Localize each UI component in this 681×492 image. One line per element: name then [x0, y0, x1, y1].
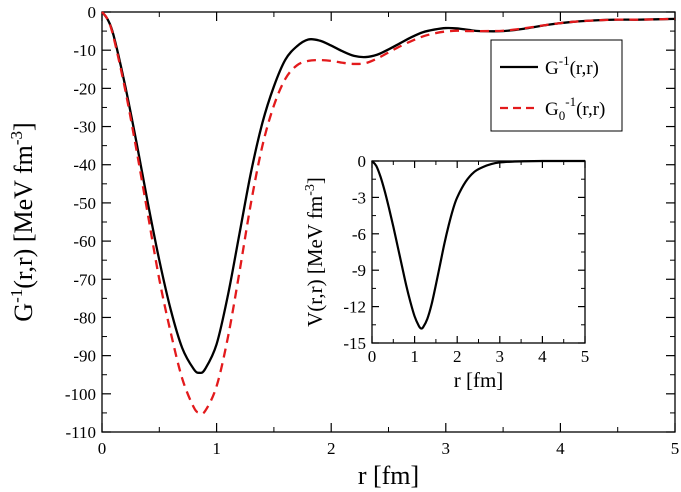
inset-series-line-0 — [371, 159, 585, 330]
inset-x-axis-title: r [fm] — [454, 368, 504, 392]
inset-x-tick-label: 1 — [410, 347, 419, 366]
main-x-axis-title: r [fm] — [358, 461, 419, 490]
main-y-axis-title: G-1(r,r) [MeV fm-3] — [7, 122, 38, 321]
legend-label-G-base: G — [545, 58, 559, 79]
main-x-tick-label: 5 — [671, 439, 680, 458]
inset-x-tick-label: 4 — [538, 347, 547, 366]
legend-label-G-rest: (r,r) — [570, 58, 599, 79]
main-y-tick-label: -50 — [73, 194, 96, 213]
inset-x-tick-label: 2 — [453, 347, 462, 366]
main-series-line-1 — [101, 11, 676, 415]
main-y-tick-label: -70 — [73, 270, 96, 289]
inset-y-tick-label: -9 — [352, 261, 366, 280]
inset-y-tick-label: 0 — [358, 152, 367, 171]
inset-y-tick-label: -3 — [352, 188, 366, 207]
inset-y-axis-title: V(r,r) [MeV fm-3] — [303, 177, 327, 327]
inset-series-lines — [371, 159, 585, 330]
main-x-tick-label: 0 — [98, 439, 107, 458]
inset-x-tick-label: 3 — [496, 347, 505, 366]
legend-label-G-sup: -1 — [559, 53, 570, 68]
legend-label-G0-rest: (r,r) — [576, 99, 605, 120]
main-y-axis-title-base: G — [9, 303, 38, 322]
main-axis-ticks: 0 1 2 3 4 50-10-20-30-40-50-60-70-80-90-100-1… — [65, 3, 679, 458]
main-y-axis-title-sup1: -1 — [7, 289, 26, 303]
main-y-tick-label: 0 — [88, 3, 97, 22]
main-x-tick-label: 4 — [556, 439, 565, 458]
legend-label-G: G-1(r,r) — [545, 53, 599, 79]
main-x-tick-label: 2 — [327, 439, 336, 458]
main-y-tick-label: -90 — [73, 347, 96, 366]
legend-label-G0-sub: 0 — [559, 108, 566, 123]
inset-y-axis-title-sup: -3 — [303, 184, 318, 196]
inset-y-tick-label: -12 — [343, 298, 366, 317]
inset-y-axis-title-base: V(r,r) [MeV fm — [303, 196, 327, 327]
main-y-tick-label: -30 — [73, 118, 96, 137]
main-plot: 0 1 2 3 4 50-10-20-30-40-50-60-70-80-90-100-1… — [7, 3, 679, 490]
legend-label-G0-base: G — [545, 99, 559, 120]
main-y-tick-label: -40 — [73, 156, 96, 175]
main-y-tick-label: -20 — [73, 79, 96, 98]
main-x-tick-label: 3 — [442, 439, 451, 458]
main-y-tick-label: -80 — [73, 308, 96, 327]
legend-label-G0-sup: -1 — [565, 94, 576, 109]
inset-y-tick-label: -15 — [343, 334, 366, 353]
inset-plot-background — [372, 161, 585, 343]
legend-label-G0: G0-1(r,r) — [545, 94, 605, 123]
main-series-lines — [101, 11, 676, 415]
inset-plot: 0 1 2 3 4 5 0 -3 -6 -9 -12 -15 r [fm] V(r,r) [MeV f… — [303, 152, 589, 392]
main-y-tick-label: -10 — [73, 41, 96, 60]
inset-y-axis-title-end: ] — [303, 177, 327, 184]
inset-y-tick-label: -6 — [352, 225, 366, 244]
main-x-tick-label: 1 — [212, 439, 221, 458]
main-y-axis-title-end: ] — [9, 122, 38, 131]
inset-x-tick-label: 5 — [581, 347, 590, 366]
main-y-tick-label: -110 — [65, 423, 96, 442]
legend-box — [490, 39, 623, 132]
inset-x-tick-label: 0 — [368, 347, 377, 366]
inset-axis-ticks: 0 1 2 3 4 5 0 -3 -6 -9 -12 -15 — [343, 152, 589, 366]
legend: G-1(r,r) G0-1(r,r) — [490, 39, 623, 132]
main-y-axis-title-mid: (r,r) [MeV fm — [9, 145, 38, 289]
main-y-tick-label: -60 — [73, 232, 96, 251]
main-y-axis-title-sup2: -3 — [7, 131, 26, 145]
main-y-tick-label: -100 — [65, 385, 96, 404]
